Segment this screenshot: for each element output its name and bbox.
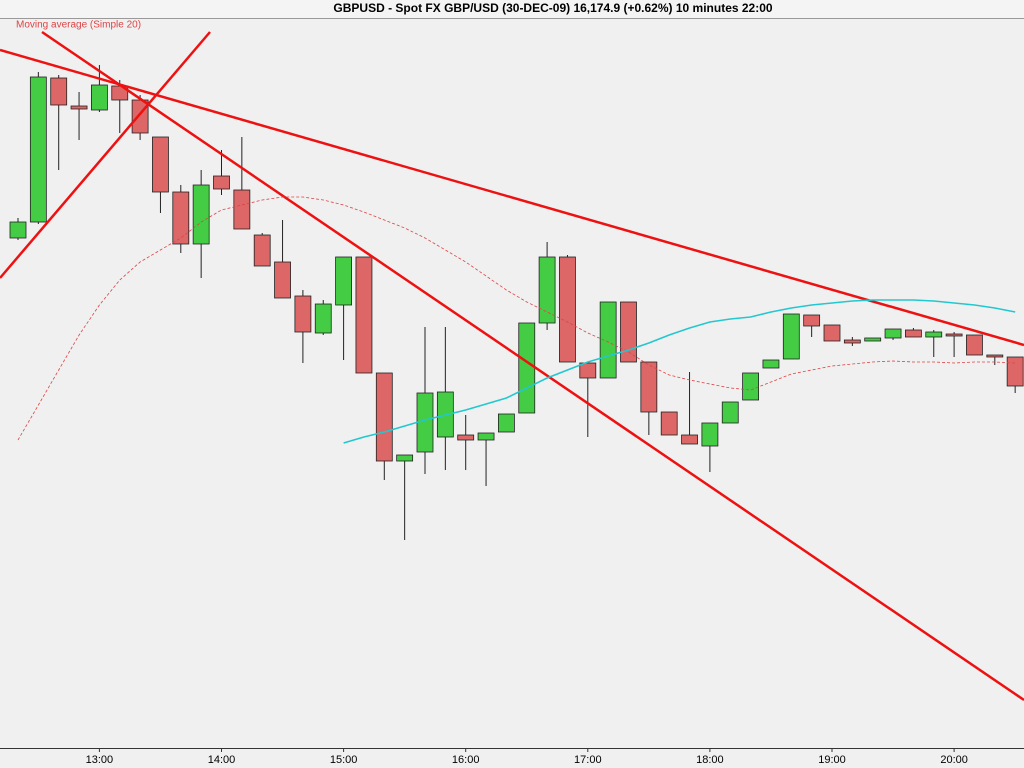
candle-body xyxy=(396,454,414,462)
candle-body xyxy=(335,256,353,306)
candle-body xyxy=(925,331,943,338)
candle-body xyxy=(559,256,576,363)
x-tick-label: 16:00 xyxy=(452,754,480,766)
candle-body xyxy=(986,354,1004,358)
chart-title: GBPUSD - Spot FX GBP/USD (30-DEC-09) 16,… xyxy=(333,1,772,15)
candle-body xyxy=(884,328,902,339)
candle-body xyxy=(131,99,149,134)
candle-body xyxy=(803,314,821,327)
candle-body xyxy=(518,322,536,414)
trend-line xyxy=(41,30,1024,702)
candle-body xyxy=(864,337,882,342)
candle-body xyxy=(355,256,373,374)
candle-body xyxy=(823,324,841,342)
x-tick-label: 19:00 xyxy=(818,754,846,766)
candle-body xyxy=(416,392,434,453)
candle-body xyxy=(762,359,780,369)
candle-body xyxy=(782,313,800,360)
candle-body xyxy=(742,372,759,401)
x-tick-label: 13:00 xyxy=(86,754,114,766)
moving-average-line xyxy=(343,299,1016,444)
trend-line xyxy=(0,48,1024,347)
trend-lines xyxy=(0,30,1024,702)
header-bar xyxy=(0,0,1024,18)
candle-body xyxy=(314,303,332,334)
candle-body xyxy=(538,256,556,324)
candle-body xyxy=(579,362,597,379)
x-tick-label: 14:00 xyxy=(208,754,236,766)
candle-body xyxy=(966,334,983,356)
candle-body xyxy=(1006,356,1024,387)
candle-body xyxy=(274,261,291,299)
candle-body xyxy=(640,361,658,413)
candle-body xyxy=(457,434,475,441)
candle-body xyxy=(599,301,617,379)
trend-line xyxy=(0,31,211,279)
candle-body xyxy=(213,175,230,190)
plot-area xyxy=(9,65,1024,540)
candle-body xyxy=(375,372,393,462)
candle-body xyxy=(253,234,271,267)
candle-body xyxy=(294,295,312,333)
candle-body xyxy=(905,329,922,338)
candle-body xyxy=(497,413,515,433)
candle-body xyxy=(50,77,68,106)
candle-body xyxy=(701,422,719,447)
candle-body xyxy=(477,432,495,441)
candle-body xyxy=(843,339,861,344)
moving-average-line xyxy=(17,196,1016,441)
legend-entry: Moving average (Simple 20) xyxy=(16,20,141,31)
candle-body xyxy=(945,333,963,337)
x-tick-label: 17:00 xyxy=(574,754,602,766)
candle-body xyxy=(172,191,190,245)
candle-body xyxy=(91,84,108,111)
candle-body xyxy=(233,189,251,230)
candle-body xyxy=(29,76,47,223)
x-tick-label: 18:00 xyxy=(696,754,724,766)
candle-body xyxy=(620,301,637,363)
candle-body xyxy=(681,434,698,445)
candle-body xyxy=(721,401,739,424)
candle-body xyxy=(192,184,210,245)
candle-body xyxy=(9,221,27,239)
x-tick-label: 15:00 xyxy=(330,754,358,766)
candle-body xyxy=(660,411,678,436)
candle-body xyxy=(152,136,169,193)
candle-body xyxy=(70,105,88,110)
x-tick-label: 20:00 xyxy=(940,754,968,766)
